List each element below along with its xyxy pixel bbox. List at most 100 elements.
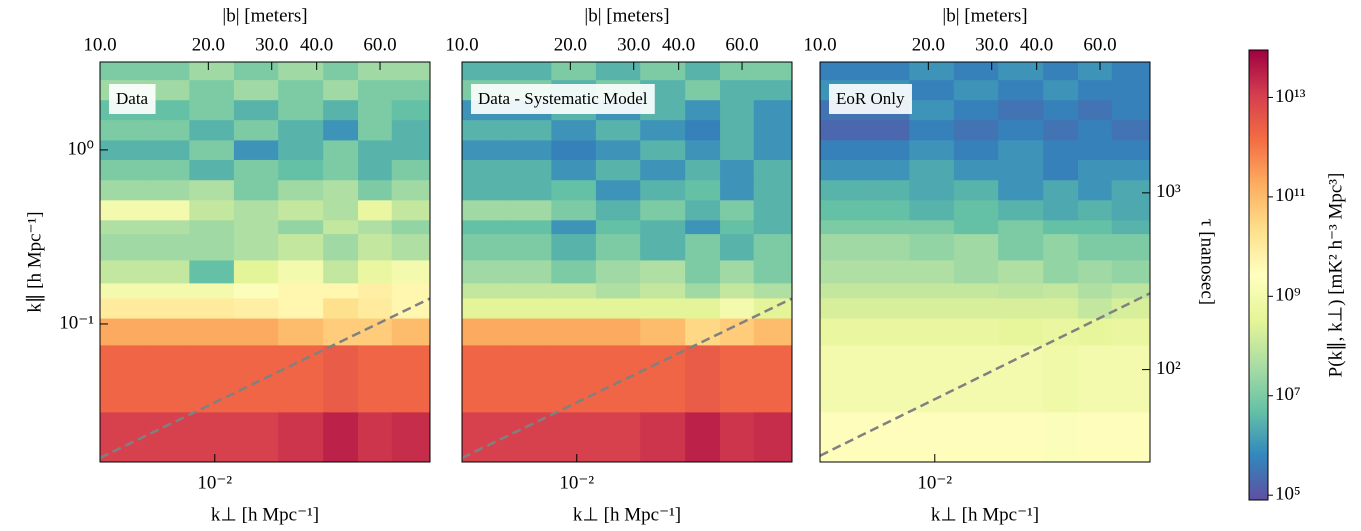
heatmap-cell [323, 233, 359, 261]
heatmap-cell [909, 233, 955, 261]
heatmap-cell [100, 233, 146, 261]
heatmap-cell [233, 99, 279, 121]
heatmap-cell [358, 99, 393, 121]
heatmap-cell [506, 344, 552, 413]
top-x-axis-label: |b| [meters] [222, 5, 307, 26]
heatmap-cell [820, 159, 866, 181]
heatmap-cell [1111, 233, 1151, 261]
heatmap-cell [1078, 79, 1113, 101]
heatmap-cell [953, 179, 999, 201]
heatmap-cell [189, 199, 235, 221]
heatmap-cell [391, 119, 431, 141]
heatmap-cell [1078, 411, 1113, 463]
heatmap-cell [1043, 140, 1079, 160]
heatmap-cell [685, 260, 721, 284]
heatmap-cell [144, 140, 190, 160]
heatmap-cell [640, 219, 686, 235]
heatmap-cell [685, 62, 721, 81]
heatmap-cell [998, 140, 1044, 160]
heatmap-cell [820, 199, 866, 221]
heatmap-cell [640, 159, 686, 181]
heatmap-cell [100, 159, 146, 181]
heatmap-cell [820, 233, 866, 261]
heatmap-cell [909, 260, 955, 284]
heatmap-cell [358, 219, 393, 235]
heatmap-cell [233, 282, 279, 299]
heatmap-cell [753, 233, 793, 261]
heatmap-cell [1043, 219, 1079, 235]
heatmap-cell [864, 140, 910, 160]
heatmap-cell [953, 297, 999, 319]
heatmap-cell [640, 233, 686, 261]
heatmap-cell [1111, 79, 1151, 101]
heatmap-cell [462, 282, 508, 299]
heatmap-cell [1078, 344, 1113, 413]
heatmap-cell [640, 411, 686, 463]
heatmap-cell [462, 233, 508, 261]
heatmap-cell [685, 219, 721, 235]
heatmap-cell [462, 179, 508, 201]
heatmap-cell [358, 260, 393, 284]
heatmap-cell [100, 297, 146, 319]
heatmap-cell [233, 159, 279, 181]
heatmap-cell [1043, 159, 1079, 181]
heatmap-cell [1078, 199, 1113, 221]
top-x-axis-label: |b| [meters] [584, 5, 669, 26]
heatmap-cell [144, 297, 190, 319]
heatmap-cell [278, 282, 324, 299]
heatmap-cell [323, 199, 359, 221]
heatmap-cell [100, 318, 146, 346]
heatmap-cell [1111, 318, 1151, 346]
heatmap-cell [909, 179, 955, 201]
heatmap-cell [1078, 233, 1113, 261]
heatmap-cell [551, 62, 597, 81]
heatmap-cell [323, 119, 359, 141]
heatmap-cell [820, 179, 866, 201]
heatmap-cell [1043, 233, 1079, 261]
top-x-tick-label: 60.0 [363, 34, 396, 55]
heatmap-cell [640, 119, 686, 141]
heatmap-cell [753, 79, 793, 101]
heatmap-cell [391, 140, 431, 160]
heatmap-cell [233, 179, 279, 201]
heatmap-cell [278, 199, 324, 221]
heatmap-cell [753, 260, 793, 284]
heatmap-cell [998, 318, 1044, 346]
heatmap-cell [391, 99, 431, 121]
heatmap-cell [595, 233, 641, 261]
heatmap-cell [391, 282, 431, 299]
heatmap-cell [1043, 62, 1079, 81]
heatmap-cell [506, 159, 552, 181]
heatmap-cell [323, 219, 359, 235]
heatmap-cell [391, 199, 431, 221]
heatmap-cell [820, 219, 866, 235]
heatmap-cell [391, 159, 431, 181]
plot-frame [819, 61, 1151, 463]
heatmap-cell [820, 140, 866, 160]
heatmap-cell [278, 233, 324, 261]
heatmap-cell [391, 219, 431, 235]
heatmap-cell [144, 199, 190, 221]
heatmap-cell [820, 260, 866, 284]
x-axis-label: k⊥ [h Mpc⁻¹] [211, 504, 319, 525]
heatmap-cell [144, 99, 190, 121]
top-x-tick-label: 30.0 [255, 34, 288, 55]
top-x-tick-label: 40.0 [662, 34, 695, 55]
y2-tick-label: 10³ [1156, 181, 1181, 202]
annotation-box [471, 84, 655, 114]
heatmap-cell [144, 179, 190, 201]
heatmap-cell [595, 62, 641, 81]
heatmap-cell [998, 411, 1044, 463]
top-x-tick-label: 30.0 [975, 34, 1008, 55]
heatmap-cell [323, 297, 359, 319]
heatmap-cell [998, 159, 1044, 181]
top-x-tick-label: 10.0 [803, 34, 836, 55]
heatmap-cell [953, 159, 999, 181]
heatmap-cell [189, 159, 235, 181]
heatmap-cell [864, 411, 910, 463]
colorbar-tick-label: 10⁵ [1275, 484, 1301, 505]
heatmap-cell [506, 318, 552, 346]
heatmap-cell [144, 62, 190, 81]
heatmap-cell [233, 199, 279, 221]
heatmap-cell [551, 318, 597, 346]
